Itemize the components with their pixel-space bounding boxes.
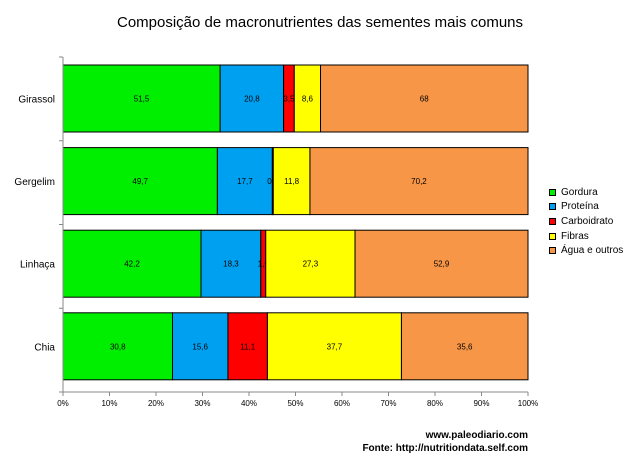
chart-title: Composição de macronutrientes das sement… [116,14,524,31]
x-tick-label: 80% [427,399,443,408]
category-label: Chia [34,342,55,353]
data-label: 8,6 [302,95,314,104]
data-label: 18,3 [223,260,239,269]
legend-swatch [549,203,556,211]
x-tick-label: 70% [380,399,396,408]
credit-block: www.paleodiario.com Fonte: http://nutrit… [362,429,528,455]
data-label: 3,5 [283,95,295,104]
bar-segment [62,229,202,298]
legend-swatch [549,217,556,225]
data-label: 20,8 [244,95,260,104]
x-tick-label: 100% [518,399,538,408]
bar-segment [266,312,402,381]
bar-segment [265,229,356,298]
data-label: 42,2 [124,260,140,269]
data-label: 30,8 [110,342,126,351]
legend-label: Fibras [561,230,589,242]
legend-label: Gordura [561,186,598,198]
legend-label: Carboidrato [561,215,614,227]
data-label: 37,7 [327,342,343,351]
legend-label: Proteína [561,201,599,213]
bar-segment [400,312,529,381]
bar-segment [309,147,529,216]
category-label: Linhaça [20,260,55,271]
category-label: Gergelim [14,177,55,188]
credit-source: Fonte: http://nutritiondata.self.com [362,443,528,454]
bar-segment [171,312,229,381]
data-label: 70,2 [411,177,427,186]
x-tick-label: 50% [287,399,303,408]
bar-segment [219,64,285,133]
data-label: 49,7 [132,177,148,186]
data-label: 15,6 [192,342,208,351]
bar-segment [62,147,218,216]
legend-swatch [549,247,556,255]
data-label: 11,1 [240,342,256,351]
x-tick-label: 0% [57,399,69,408]
data-label: 1,5 [258,260,270,269]
legend-label: Água e outros [561,245,624,257]
data-label: 52,9 [434,260,450,269]
data-label: 17,7 [237,177,253,186]
legend-swatch [549,188,556,196]
bar-segment [354,229,529,298]
legend-item: Gordura [549,185,623,200]
bar-segment [227,312,268,381]
x-tick-label: 10% [101,399,117,408]
data-label: 51,5 [134,95,150,104]
bar-segment [320,64,529,133]
bar-segment [62,312,173,381]
bar-segment [200,229,262,298]
legend-item: Carboidrato [549,214,623,229]
data-label: 68 [420,95,429,104]
credit-website: www.paleodiario.com [425,430,528,441]
legend-item: Fibras [549,229,623,244]
category-label: Girassol [18,95,55,106]
data-label: 35,6 [457,342,473,351]
x-tick-label: 40% [241,399,257,408]
chart-legend: Gordura Proteína Carboidrato Fibras Água e o… [549,185,623,258]
data-label: 11,8 [284,177,300,186]
bar-segment [293,64,322,133]
legend-item: Proteína [549,200,623,215]
legend-item: Água e outros [549,243,623,258]
x-tick-label: 30% [194,399,210,408]
bar-segment [216,147,273,216]
data-label: 27,3 [303,260,319,269]
x-tick-label: 60% [334,399,350,408]
x-tick-label: 90% [473,399,489,408]
legend-swatch [549,232,556,240]
x-tick-label: 20% [148,399,164,408]
